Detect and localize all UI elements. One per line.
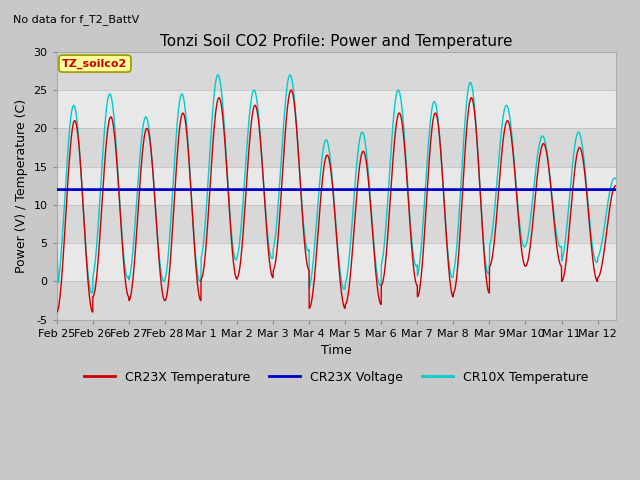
Y-axis label: Power (V) / Temperature (C): Power (V) / Temperature (C)	[15, 99, 28, 273]
Bar	[57, 128, 616, 167]
Bar	[57, 243, 616, 281]
Text: TZ_soilco2: TZ_soilco2	[62, 59, 127, 69]
Legend: CR23X Temperature, CR23X Voltage, CR10X Temperature: CR23X Temperature, CR23X Voltage, CR10X …	[79, 366, 593, 388]
X-axis label: Time: Time	[321, 344, 351, 357]
Bar	[57, 90, 616, 128]
Bar	[57, 205, 616, 243]
Bar	[57, 52, 616, 90]
Title: Tonzi Soil CO2 Profile: Power and Temperature: Tonzi Soil CO2 Profile: Power and Temper…	[160, 34, 513, 49]
Bar	[57, 281, 616, 320]
Bar	[57, 167, 616, 205]
Text: No data for f_T2_BattV: No data for f_T2_BattV	[13, 14, 139, 25]
